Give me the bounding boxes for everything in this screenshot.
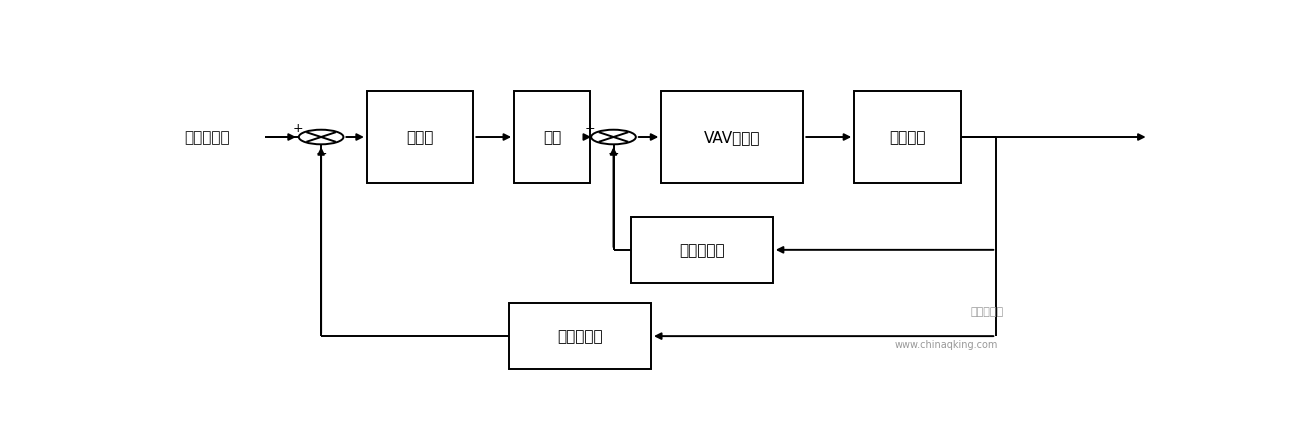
Bar [508,303,651,369]
Bar [854,91,960,184]
Bar [367,91,473,184]
Text: www.chinaqking.com: www.chinaqking.com [895,340,998,350]
Text: −: − [316,147,328,161]
Circle shape [299,130,343,145]
Text: −: − [608,147,620,161]
Text: +: + [584,122,596,135]
Circle shape [591,130,635,145]
Bar [631,217,773,283]
Text: 风阀: 风阀 [542,130,561,145]
Text: 最小新风量: 最小新风量 [183,130,229,145]
Text: +: + [292,122,303,135]
Text: 温度传感器: 温度传感器 [557,329,603,344]
Bar [514,91,590,184]
Text: 中国期刊网: 中国期刊网 [971,307,1003,316]
Text: 末端风阀: 末端风阀 [889,130,926,145]
Text: 温控器: 温控器 [406,130,434,145]
Text: 风量传感器: 风量传感器 [679,243,724,258]
Bar [662,91,803,184]
Text: VAV控制器: VAV控制器 [703,130,761,145]
